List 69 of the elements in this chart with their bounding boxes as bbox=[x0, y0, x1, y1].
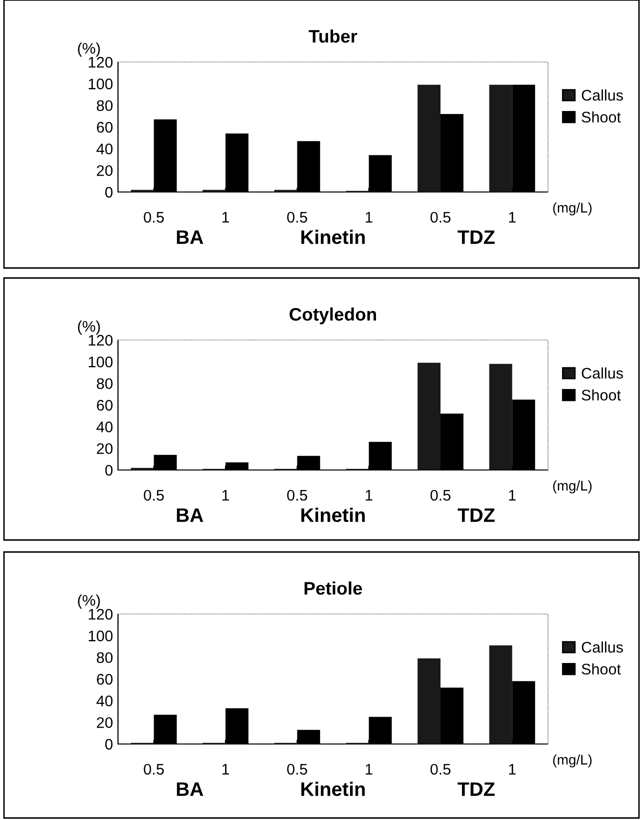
y-tick-label: 20 bbox=[96, 443, 113, 454]
text: TDZ bbox=[458, 782, 495, 796]
y-tick-label: 40 bbox=[96, 422, 113, 432]
x-tick-label: 1 bbox=[509, 764, 516, 775]
x-tick-label: 1 bbox=[509, 212, 516, 223]
text: BA bbox=[176, 230, 204, 244]
bar bbox=[489, 84, 512, 192]
legend-label: Callus bbox=[582, 367, 623, 379]
text: TDZ bbox=[458, 230, 495, 244]
text: BA bbox=[176, 782, 204, 796]
y-tick-label: 0 bbox=[105, 738, 113, 750]
chart-title: Cotyledon bbox=[290, 307, 376, 324]
chart-title: Tuber bbox=[308, 29, 358, 43]
x-axis-title: (mg/L) bbox=[553, 754, 592, 768]
x-tick-label: 0.5 bbox=[144, 212, 164, 223]
text: Kinetin bbox=[301, 230, 365, 244]
x-tick-label: 0.5 bbox=[287, 212, 308, 223]
y-tick-label: 60 bbox=[96, 674, 113, 685]
y-axis-title: (%) bbox=[78, 594, 100, 609]
y-tick-label: 120 bbox=[88, 608, 113, 620]
x-tick-label: 0.5 bbox=[287, 764, 308, 775]
y-axis-title: (%) bbox=[78, 42, 100, 57]
bar bbox=[418, 84, 440, 192]
y-tick-label: 80 bbox=[96, 652, 113, 664]
y-tick-label: 0 bbox=[105, 464, 113, 476]
y-tick-label: 60 bbox=[96, 122, 113, 133]
legend-label: Callus bbox=[582, 641, 623, 653]
legend-label: Callus bbox=[582, 89, 623, 101]
x-axis-title: (mg/L) bbox=[553, 202, 592, 216]
y-tick-label: 120 bbox=[88, 56, 113, 68]
legend-label: Shoot bbox=[582, 663, 621, 675]
y-tick-label: 100 bbox=[88, 78, 113, 90]
y-tick-label: 20 bbox=[96, 717, 113, 728]
x-tick-label: 1 bbox=[222, 764, 230, 775]
bar bbox=[489, 364, 512, 470]
x-tick-label: 1 bbox=[222, 212, 230, 223]
y-tick-label: 80 bbox=[96, 378, 113, 390]
x-tick-label: 1 bbox=[509, 490, 516, 501]
x-tick-label: 1 bbox=[366, 212, 372, 223]
x-tick-label: 0.5 bbox=[430, 212, 450, 223]
legend-label: Shoot bbox=[582, 111, 621, 123]
x-axis-title: (mg/L) bbox=[553, 480, 592, 494]
chart-title: Petiole bbox=[304, 581, 362, 595]
y-tick-label: 100 bbox=[88, 630, 113, 642]
y-tick-label: 100 bbox=[88, 356, 113, 368]
legend-label: Shoot bbox=[582, 389, 621, 401]
text: TDZ bbox=[458, 508, 495, 522]
y-tick-label: 40 bbox=[96, 696, 113, 706]
y-tick-label: 40 bbox=[96, 144, 113, 154]
x-tick-label: 0.5 bbox=[430, 490, 450, 501]
bar bbox=[489, 645, 512, 744]
x-tick-label: 1 bbox=[366, 490, 372, 501]
y-tick-label: 120 bbox=[88, 334, 113, 346]
y-tick-label: 80 bbox=[96, 100, 113, 112]
text: BA bbox=[176, 508, 204, 522]
text: Kinetin bbox=[301, 508, 365, 522]
x-tick-label: 0.5 bbox=[287, 490, 308, 501]
y-axis-title: (%) bbox=[78, 320, 100, 335]
bar bbox=[418, 362, 440, 470]
x-tick-label: 1 bbox=[222, 490, 230, 501]
text: Kinetin bbox=[301, 782, 365, 796]
x-tick-label: 0.5 bbox=[144, 764, 164, 775]
y-tick-label: 0 bbox=[105, 186, 113, 198]
x-tick-label: 1 bbox=[366, 764, 372, 775]
x-tick-label: 0.5 bbox=[430, 764, 450, 775]
y-tick-label: 20 bbox=[96, 165, 113, 176]
x-tick-label: 0.5 bbox=[144, 490, 164, 501]
bar bbox=[418, 658, 440, 744]
y-tick-label: 60 bbox=[96, 400, 113, 411]
